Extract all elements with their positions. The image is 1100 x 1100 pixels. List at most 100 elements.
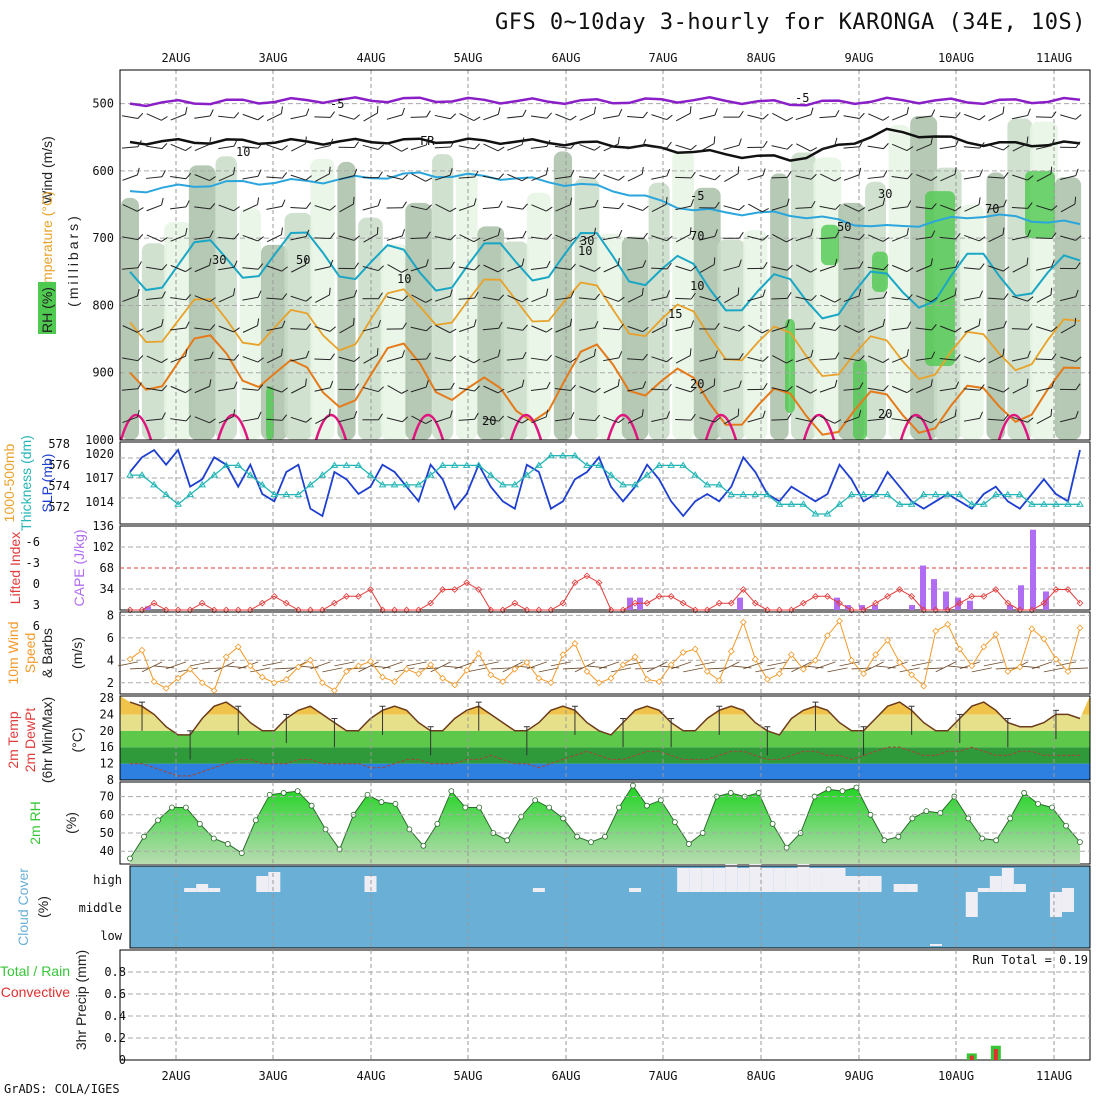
rh-point <box>308 802 315 809</box>
wind-barb <box>482 173 505 180</box>
wind-barb-flag <box>930 379 933 387</box>
wind-barb-flag <box>522 351 527 359</box>
wind-barb-flag <box>762 208 769 213</box>
wind-barb-10m <box>1055 661 1077 667</box>
wind-barb-shaft <box>723 205 740 211</box>
wind-barb-flag <box>738 110 744 118</box>
wind-barb <box>579 348 597 364</box>
contour-label: -5 <box>330 97 344 111</box>
wind-barb-flag <box>834 379 838 388</box>
wind-barb-shaft <box>170 327 187 331</box>
wind-barb-shaft <box>411 415 426 424</box>
wind-barb-10m <box>165 661 187 670</box>
wind-barb-flag <box>450 113 457 120</box>
wind-barb-shaft <box>242 204 258 212</box>
wind-barb <box>170 294 192 301</box>
wind-barb <box>892 264 914 273</box>
wind-barb-flag <box>185 321 190 329</box>
wind-barb-shaft <box>459 113 475 122</box>
wind-barb-flag <box>257 197 260 205</box>
wind-barb-flag <box>353 356 361 362</box>
wind-barb-shaft <box>555 204 571 212</box>
wind-barb-flag <box>305 257 307 265</box>
wind-barb <box>724 166 740 183</box>
wind-barb <box>819 203 841 210</box>
wind-barb-flag <box>1075 141 1081 148</box>
wind-barb-flag <box>376 105 379 114</box>
wind-speed-point <box>607 674 615 682</box>
wind-barb-flag <box>642 260 647 268</box>
wind-barb-flag <box>786 116 794 122</box>
wind-barb-flag <box>907 294 913 301</box>
wind-barb-flag <box>810 349 814 357</box>
wind-barb <box>892 143 914 151</box>
wind-barb-10m <box>610 667 632 673</box>
rh-point <box>141 833 147 840</box>
li-point <box>270 592 278 600</box>
wind-barb-flag <box>305 296 312 302</box>
slp-tick: 1017 <box>85 471 114 485</box>
wind-barb <box>315 166 331 182</box>
wind-barb <box>242 318 260 333</box>
wind-barb <box>699 229 718 241</box>
wind-barb-flag <box>161 237 168 242</box>
wind-barb <box>651 290 671 301</box>
wind-barb-shaft <box>242 356 258 363</box>
wind-barb-shaft <box>291 143 306 152</box>
wind-speed-point <box>739 618 747 626</box>
wind-barb <box>458 143 480 150</box>
wind-barb-flag <box>305 350 310 358</box>
wind-barb-10m <box>899 667 920 673</box>
wind-barb <box>627 325 649 333</box>
thickness-point <box>150 480 158 488</box>
wind-barb-shaft <box>290 206 307 209</box>
wind-barb <box>506 203 528 210</box>
wind-barb-shaft <box>988 355 1004 364</box>
wind-barb <box>387 385 409 394</box>
wind-barb-flag <box>161 358 168 363</box>
wind-barb-flag <box>594 414 600 421</box>
rh-point <box>392 800 399 807</box>
wind-barb-shaft <box>314 205 331 211</box>
wind-barb-flag <box>762 262 768 269</box>
wind-barb-flag <box>954 167 957 175</box>
wind-barb <box>434 261 455 270</box>
wind-tick: 2 <box>107 676 114 690</box>
wind-barb-shaft <box>194 143 210 151</box>
wind-barb-flag <box>1003 172 1009 179</box>
cloud-high-bar <box>725 864 738 892</box>
thickness-point <box>138 471 146 478</box>
cloud-tick: middle <box>79 901 122 915</box>
wind-barb-shaft <box>1060 235 1076 241</box>
wind-barb-flag <box>1002 227 1005 235</box>
wind-barb <box>916 258 933 273</box>
wind-barb-flag <box>665 318 668 326</box>
rh-shading <box>164 222 193 440</box>
wind-barb-flag <box>401 268 409 273</box>
wind-speed-point <box>355 662 362 670</box>
cape-bar <box>943 591 949 610</box>
wind-barb-flag <box>594 266 601 272</box>
wind-barb-shaft <box>266 386 283 393</box>
rh-shading <box>188 165 216 440</box>
wind-barb-shaft <box>146 325 162 333</box>
wind-barb-shaft <box>1035 266 1052 271</box>
wind-speed-point <box>619 661 627 669</box>
contour-label: 15 <box>668 307 682 321</box>
wind-barb-flag <box>1003 266 1010 272</box>
wind-barb-flag <box>305 323 312 330</box>
temp-tick: 12 <box>100 757 114 771</box>
wind-barb <box>747 113 769 120</box>
wind-10m-axis-label-line: Speed <box>22 633 38 673</box>
cape-tick: 68 <box>100 561 114 575</box>
wind-barb-shaft <box>555 325 571 333</box>
thickness-point <box>1064 500 1072 507</box>
rh-units-label: (%) <box>63 812 79 834</box>
wind-barb-flag <box>233 381 238 389</box>
rh-shading <box>553 151 573 440</box>
rh-point <box>644 802 650 809</box>
cloud-high-bar <box>905 884 918 892</box>
wind-barb <box>554 384 576 391</box>
wind-barb <box>435 324 457 334</box>
